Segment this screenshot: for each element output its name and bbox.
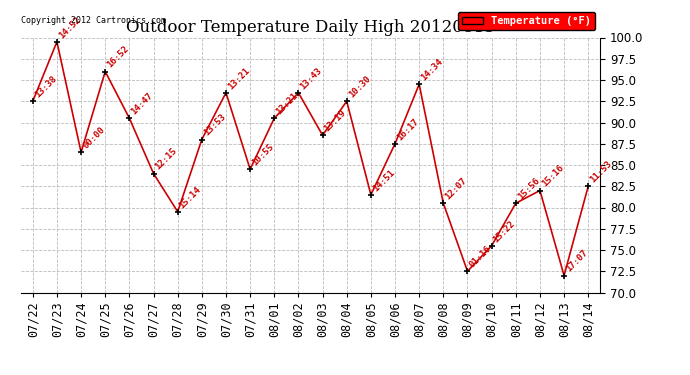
Text: 01:16: 01:16 <box>467 244 493 270</box>
Text: 10:55: 10:55 <box>250 142 275 168</box>
Text: 14:34: 14:34 <box>419 57 444 82</box>
Text: 13:38: 13:38 <box>33 74 58 99</box>
Text: 14:47: 14:47 <box>129 91 155 117</box>
Text: Copyright 2012 Cartronics.com: Copyright 2012 Cartronics.com <box>21 16 166 25</box>
Text: 10:30: 10:30 <box>346 74 372 99</box>
Text: 14:51: 14:51 <box>371 168 396 193</box>
Text: 13:21: 13:21 <box>226 66 251 91</box>
Title: Outdoor Temperature Daily High 20120815: Outdoor Temperature Daily High 20120815 <box>126 19 495 36</box>
Text: 15:16: 15:16 <box>540 164 565 189</box>
Text: 13:19: 13:19 <box>322 108 348 134</box>
Text: 13:43: 13:43 <box>298 66 324 91</box>
Text: 15:56: 15:56 <box>515 176 541 201</box>
Legend: Temperature (°F): Temperature (°F) <box>457 12 595 30</box>
Text: 14:52: 14:52 <box>57 15 82 40</box>
Text: 11:53: 11:53 <box>588 159 613 184</box>
Text: 17:07: 17:07 <box>564 248 589 274</box>
Text: 16:17: 16:17 <box>395 117 420 142</box>
Text: 15:22: 15:22 <box>491 219 517 244</box>
Text: 16:52: 16:52 <box>105 44 130 70</box>
Text: 00:00: 00:00 <box>81 125 106 150</box>
Text: 13:53: 13:53 <box>201 112 227 138</box>
Text: 12:07: 12:07 <box>443 176 469 201</box>
Text: 13:21: 13:21 <box>274 91 299 117</box>
Text: 15:14: 15:14 <box>177 184 203 210</box>
Text: 12:15: 12:15 <box>153 146 179 172</box>
